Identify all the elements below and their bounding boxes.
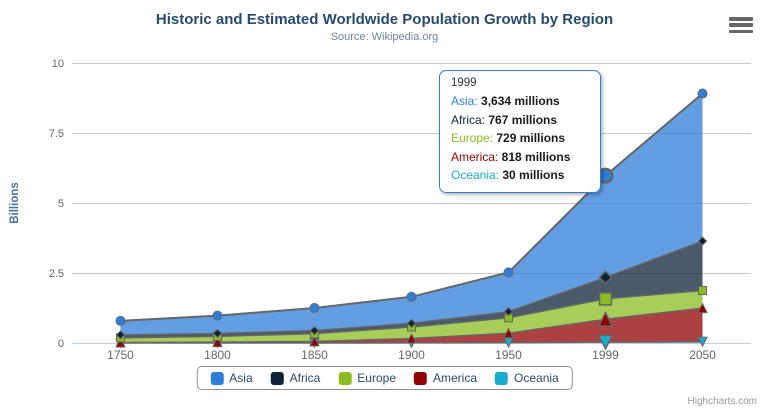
tooltip-series-name: America:	[451, 149, 499, 164]
legend-item-asia[interactable]: Asia	[210, 371, 253, 385]
menu-bar	[729, 17, 753, 21]
menu-bar	[729, 23, 753, 27]
tooltip-series-value: 3,634 millions	[477, 94, 560, 108]
marker-group[interactable]	[115, 88, 708, 351]
x-axis-label: 1900	[398, 348, 425, 362]
tooltip-series-name: Asia:	[451, 94, 478, 108]
x-axis-label: 1999	[592, 348, 619, 362]
legend-swatch	[338, 371, 352, 385]
legend-swatch	[414, 371, 428, 385]
y-axis-label: 10	[52, 58, 64, 70]
oceania-marker-1999[interactable]	[597, 334, 614, 351]
legend-item-africa[interactable]: Africa	[270, 371, 321, 385]
tooltip-series-value: 767 millions	[485, 112, 558, 127]
africa-marker-2050[interactable]	[697, 236, 708, 246]
africa-marker-1950[interactable]	[503, 306, 514, 317]
x-axis-label: 2050	[689, 348, 716, 362]
legend-item-europe[interactable]: Europe	[338, 371, 396, 385]
tooltip-rows: Asia: 3,634 millions Africa: 767 millions…	[451, 92, 589, 185]
europe-marker-2050[interactable]	[698, 286, 707, 295]
america-marker-1800[interactable]	[212, 336, 223, 348]
area-series-africa[interactable]	[120, 241, 703, 338]
africa-marker-1850[interactable]	[309, 325, 320, 336]
america-marker-1850[interactable]	[309, 335, 320, 347]
legend-item-label: Oceania	[514, 371, 559, 385]
america-marker-1900[interactable]	[406, 332, 417, 344]
tooltip-series-value: 818 millions	[498, 149, 571, 164]
x-axis-label: 1800	[204, 348, 231, 362]
y-axis-label: 0	[58, 338, 64, 350]
credits-link[interactable]: Highcharts.com	[687, 396, 757, 407]
america-marker-2050[interactable]	[697, 302, 708, 314]
america-marker-1950[interactable]	[503, 327, 514, 339]
africa-marker-1900[interactable]	[406, 318, 417, 329]
asia-marker-1750[interactable]	[115, 315, 126, 326]
area-series-asia[interactable]	[120, 93, 703, 335]
tooltip-series-name: Africa:	[451, 112, 486, 127]
y-axis-label: 2.5	[49, 268, 64, 280]
legend-item-label: Africa	[289, 371, 321, 385]
menu-bar	[729, 29, 753, 33]
tooltip-series-value: 729 millions	[493, 131, 566, 145]
tooltip-row-africa: Africa: 767 millions	[451, 111, 589, 130]
tooltip-row-america: America: 818 millions	[451, 148, 589, 167]
tooltip-series-name: Oceania:	[451, 168, 500, 182]
x-axis-label: 1850	[301, 348, 328, 362]
asia-marker-1850[interactable]	[309, 302, 320, 313]
tooltip: 1999 Asia: 3,634 millions Africa: 767 mil…	[439, 70, 601, 193]
asia-marker-2050[interactable]	[697, 88, 708, 99]
chart-subtitle: Source: Wikipedia.org	[330, 31, 439, 43]
legend-item-label: Europe	[357, 371, 397, 385]
legend-swatch	[270, 371, 284, 385]
legend-item-america[interactable]: America	[414, 371, 477, 385]
legend: Asia Africa Europe America Oceania	[196, 366, 573, 390]
legend-swatch	[210, 371, 224, 385]
legend-list: Asia Africa Europe America Oceania	[210, 371, 559, 385]
y-axis-title: Billions	[9, 182, 21, 224]
tooltip-series-name: Europe:	[451, 131, 494, 145]
america-marker-1999[interactable]	[597, 310, 614, 327]
tooltip-row-europe: Europe: 729 millions	[451, 129, 589, 148]
asia-marker-1900[interactable]	[406, 291, 417, 302]
africa-marker-1750[interactable]	[115, 330, 126, 340]
tooltip-row-asia: Asia: 3,634 millions	[451, 92, 589, 111]
oceania-marker-2050[interactable]	[697, 336, 708, 348]
axis-labels-group: 0 2.5 5 7.5 10 1750 1800 1850 1900 1950 1999 2050	[49, 58, 716, 362]
europe-marker-1999[interactable]	[598, 292, 613, 306]
area-series-america[interactable]	[120, 308, 703, 343]
legend-swatch	[495, 371, 509, 385]
asia-marker-1950[interactable]	[503, 267, 514, 278]
legend-item-label: Asia	[229, 371, 253, 385]
x-axis-label: 1750	[107, 348, 134, 362]
tooltip-series-value: 30 millions	[499, 168, 565, 182]
chart-title: Historic and Estimated Worldwide Populat…	[155, 11, 614, 28]
legend-item-label: America	[433, 371, 478, 385]
legend-item-oceania[interactable]: Oceania	[495, 371, 559, 385]
y-axis-label: 7.5	[49, 128, 64, 140]
area-series-group[interactable]	[120, 92, 704, 344]
hamburger-menu-icon[interactable]	[729, 17, 753, 33]
asia-marker-1800[interactable]	[212, 310, 223, 321]
x-axis-label: 1950	[495, 348, 522, 362]
tooltip-header: 1999	[451, 77, 477, 89]
tooltip-row-oceania: Oceania: 30 millions	[451, 166, 589, 185]
africa-marker-1999[interactable]	[598, 270, 613, 285]
africa-marker-1800[interactable]	[212, 328, 223, 339]
america-marker-1750[interactable]	[115, 336, 126, 348]
y-axis-label: 5	[58, 198, 64, 210]
